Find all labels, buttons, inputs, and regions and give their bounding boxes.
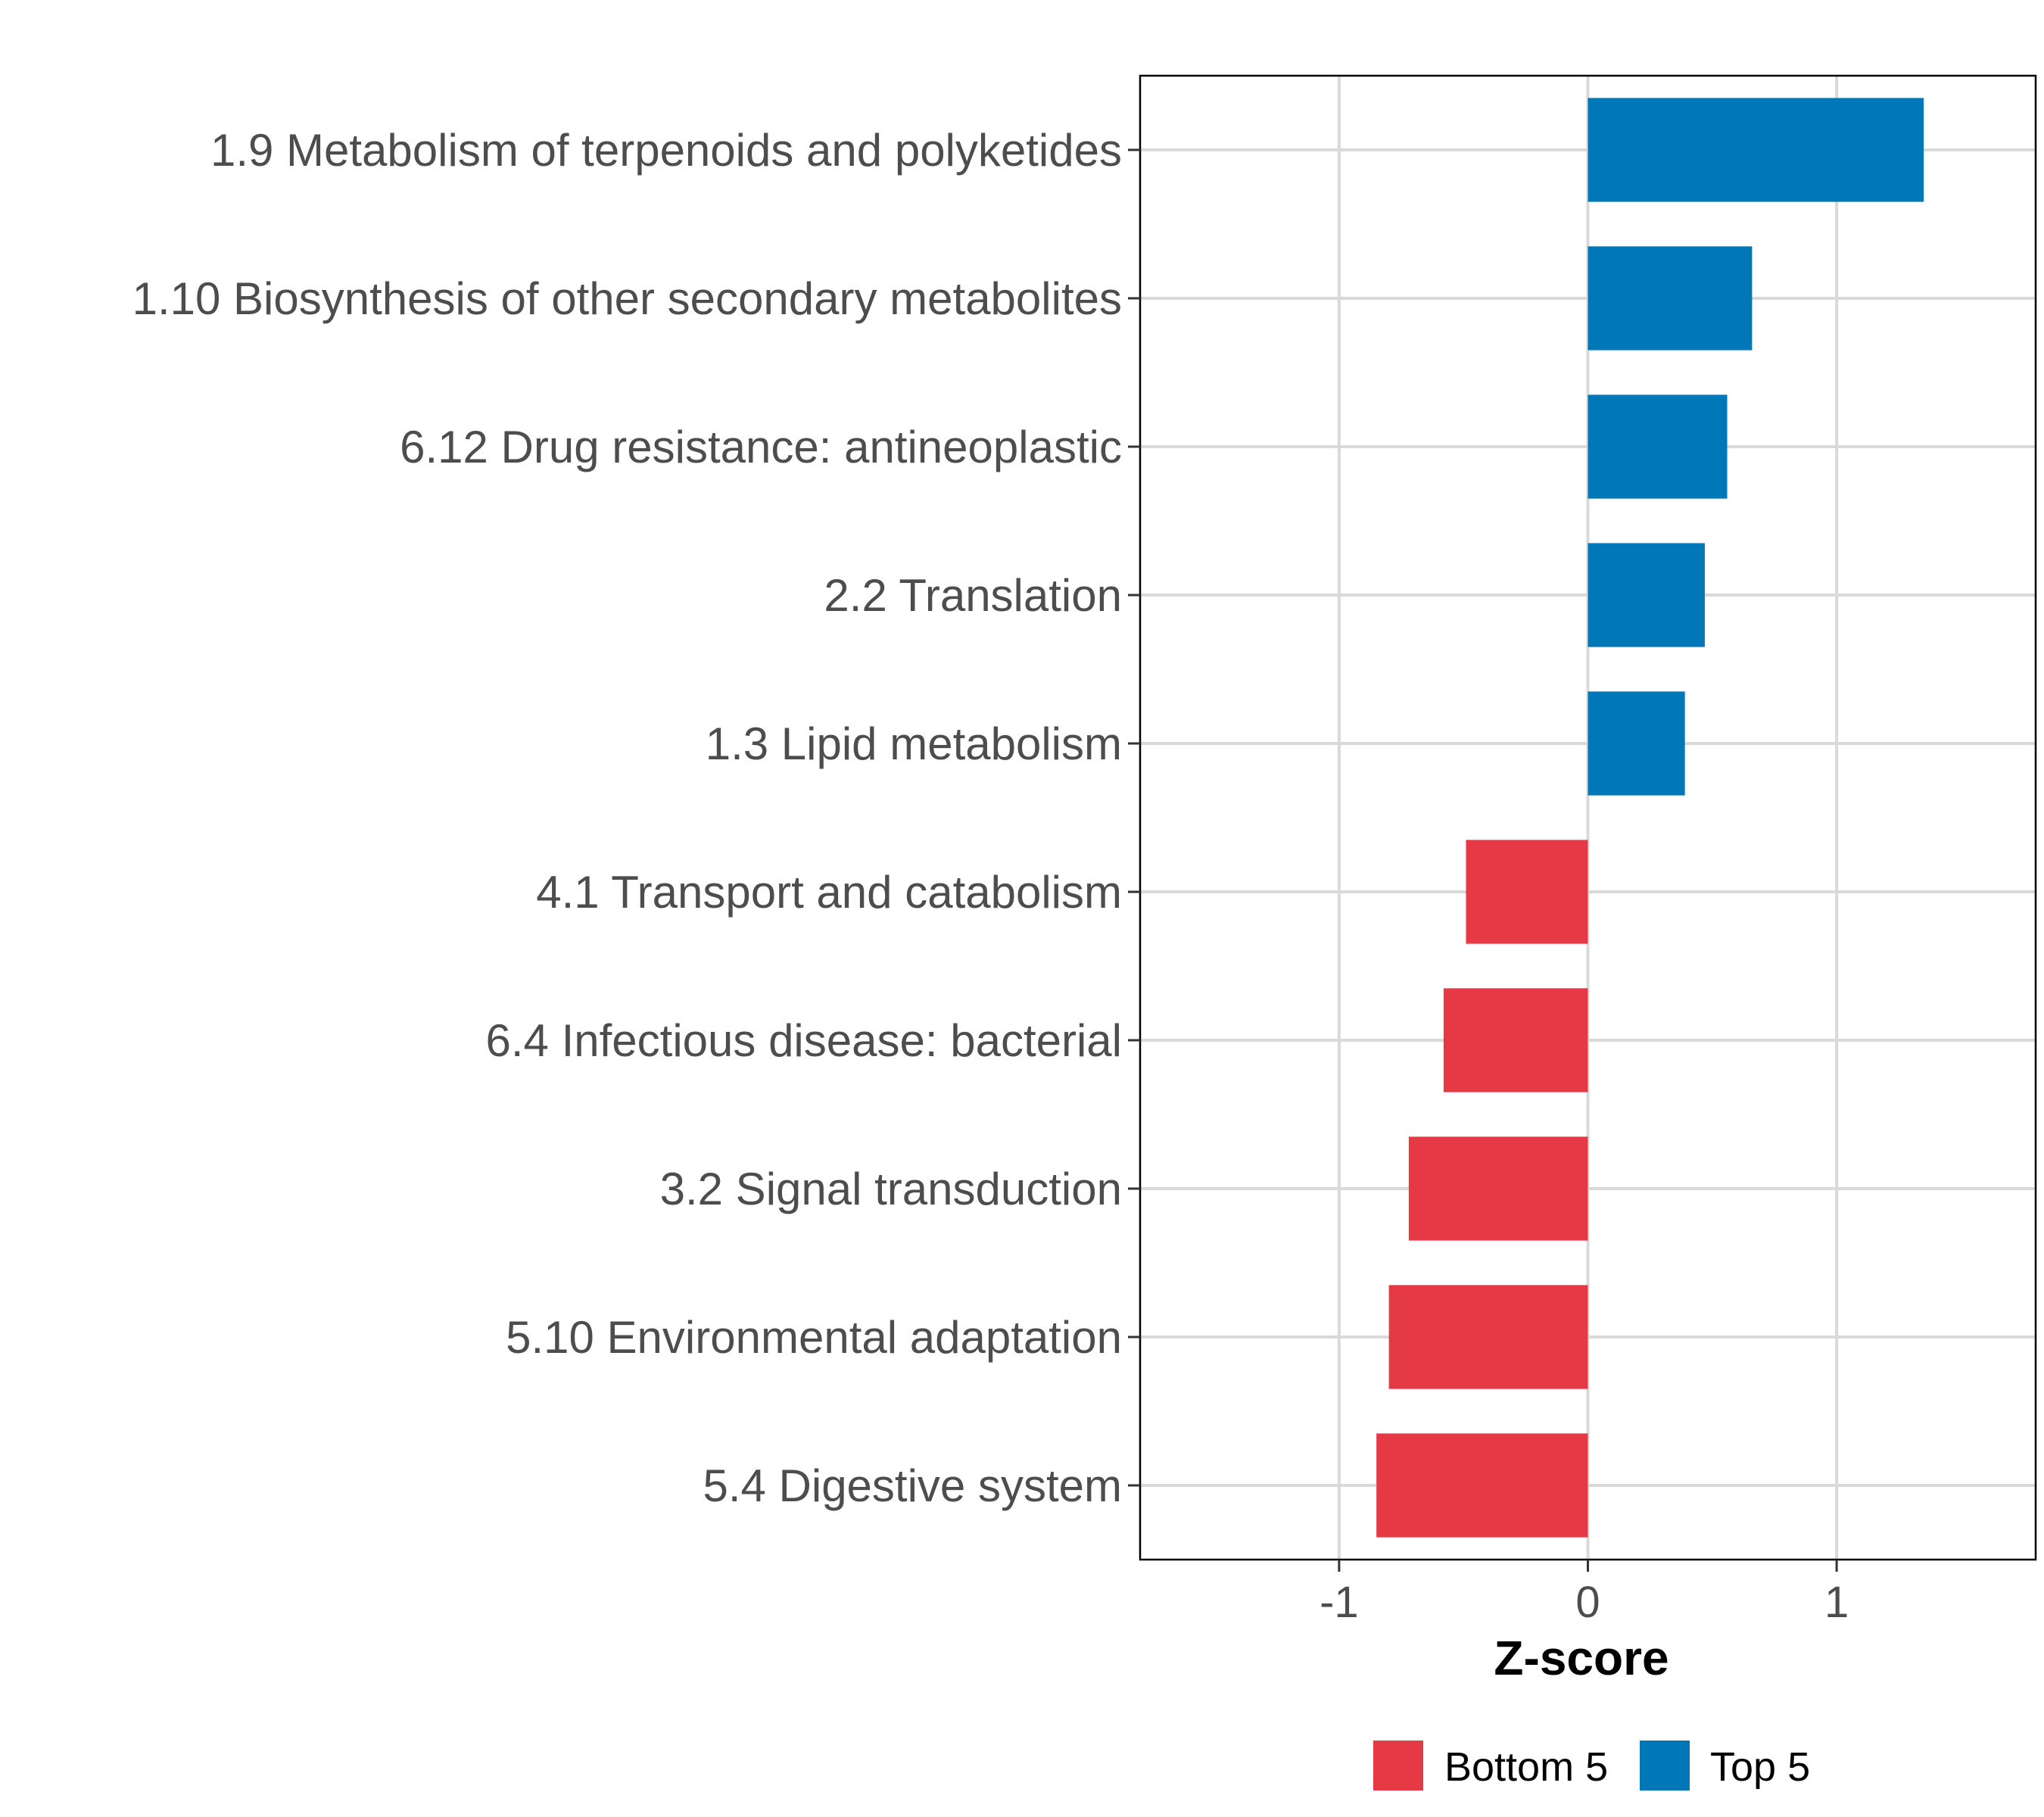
x-tick-label: 0 bbox=[1575, 1578, 1600, 1627]
bar bbox=[1588, 246, 1753, 351]
y-tick-label: 3.2 Signal transduction bbox=[660, 1164, 1122, 1214]
bars bbox=[1376, 98, 1924, 1538]
y-tick-label: 6.12 Drug resistance: antineoplastic bbox=[400, 422, 1122, 472]
bar bbox=[1588, 98, 1924, 202]
x-tick-label: -1 bbox=[1320, 1578, 1359, 1627]
x-tick-label: 1 bbox=[1824, 1578, 1849, 1627]
bar bbox=[1408, 1136, 1588, 1241]
legend: Bottom 5 Top 5 bbox=[1373, 1741, 1810, 1791]
y-tick-label: 1.10 Biosynthesis of other secondary met… bbox=[132, 273, 1122, 324]
bar bbox=[1588, 691, 1685, 796]
x-axis-title: Z-score bbox=[1494, 1631, 1669, 1685]
bar bbox=[1588, 394, 1728, 499]
y-tick-label: 5.10 Environmental adaptation bbox=[506, 1312, 1122, 1363]
y-tick-label: 2.2 Translation bbox=[824, 570, 1122, 621]
bar bbox=[1388, 1285, 1588, 1389]
bar bbox=[1588, 543, 1705, 647]
x-axis-ticks: -1 0 1 bbox=[1320, 1560, 1849, 1627]
y-tick-label: 6.4 Infectious disease: bacterial bbox=[486, 1015, 1123, 1066]
bar bbox=[1376, 1433, 1588, 1538]
bar bbox=[1443, 988, 1588, 1092]
y-tick-label: 1.3 Lipid metabolism bbox=[706, 718, 1122, 769]
bar bbox=[1466, 840, 1588, 944]
legend-label-top5: Top 5 bbox=[1710, 1744, 1810, 1790]
y-axis-labels: 1.9 Metabolism of terpenoids and polyket… bbox=[132, 125, 1140, 1511]
y-tick-label: 4.1 Transport and catabolism bbox=[536, 867, 1122, 918]
legend-label-bottom5: Bottom 5 bbox=[1444, 1744, 1608, 1790]
legend-swatch-bottom5 bbox=[1373, 1741, 1423, 1791]
y-tick-label: 5.4 Digestive system bbox=[703, 1460, 1122, 1511]
legend-swatch-top5 bbox=[1640, 1741, 1690, 1791]
y-tick-label: 1.9 Metabolism of terpenoids and polyket… bbox=[210, 125, 1122, 176]
